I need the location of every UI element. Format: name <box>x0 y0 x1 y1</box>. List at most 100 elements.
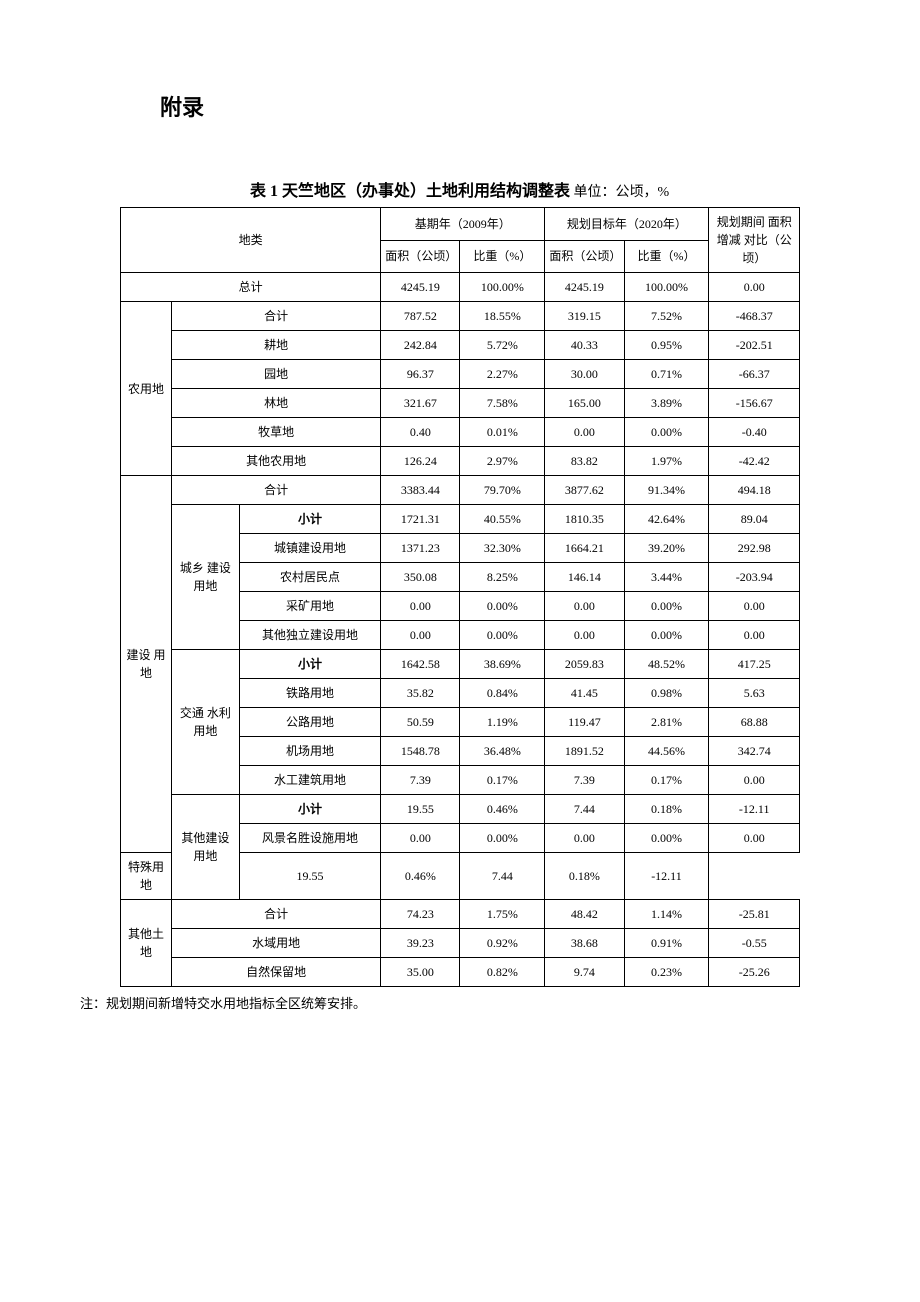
cell-v2: 48.42 <box>545 900 624 929</box>
cell-v0: 0.00 <box>381 621 460 650</box>
cell-label: 牧草地 <box>171 418 380 447</box>
cell-v2: 0.00 <box>545 824 624 853</box>
cell-v3: 7.52% <box>624 302 709 331</box>
cell-label: 其他农用地 <box>171 447 380 476</box>
cell-v2: 0.00 <box>545 592 624 621</box>
cell-label: 其他独立建设用地 <box>239 621 380 650</box>
hdr-base-area: 面积（公顷） <box>381 240 460 273</box>
cell-v0: 0.40 <box>381 418 460 447</box>
cell-v4: -0.40 <box>709 418 800 447</box>
cell-v2: 319.15 <box>545 302 624 331</box>
cell-label: 小计 <box>239 795 380 824</box>
cell-v3: 0.23% <box>624 958 709 987</box>
title-text: 表 1 天竺地区（办事处）土地利用结构调整表 <box>250 183 570 200</box>
row-cons-sum: 建设 用地 合计 3383.44 79.70% 3877.62 91.34% 4… <box>121 476 800 505</box>
cell-v2: 1810.35 <box>545 505 624 534</box>
cell-v2: 119.47 <box>545 708 624 737</box>
cell-v2: 1891.52 <box>545 737 624 766</box>
cell-label: 机场用地 <box>239 737 380 766</box>
hdr-target-year: 规划目标年（2020年） <box>545 208 709 241</box>
row-misc-sum: 其他土地 合计 74.23 1.75% 48.42 1.14% -25.81 <box>121 900 800 929</box>
cell-v0: 50.59 <box>381 708 460 737</box>
cell-v2: 30.00 <box>545 360 624 389</box>
table-body: 总计 4245.19 100.00% 4245.19 100.00% 0.00 … <box>121 273 800 987</box>
cell-v0: 74.23 <box>381 900 460 929</box>
cell-v0: 19.55 <box>381 795 460 824</box>
cell-v1: 2.27% <box>460 360 545 389</box>
cell-other-group: 其他建设用地 <box>171 795 239 900</box>
cell-v3: 0.00% <box>624 418 709 447</box>
cell-v4: -0.55 <box>709 929 800 958</box>
cell-v0: 350.08 <box>381 563 460 592</box>
cell-v4: 89.04 <box>709 505 800 534</box>
cell-v1: 0.82% <box>460 958 545 987</box>
cell-v1: 18.55% <box>460 302 545 331</box>
appendix-heading: 附录 <box>160 90 840 122</box>
cell-trans-group: 交通 水利 用地 <box>171 650 239 795</box>
cell-v3: 0.00% <box>624 621 709 650</box>
cell-v1: 0.84% <box>460 679 545 708</box>
cell-v3: 3.44% <box>624 563 709 592</box>
cell-v2: 1664.21 <box>545 534 624 563</box>
cell-v3: 39.20% <box>624 534 709 563</box>
cell-v1: 32.30% <box>460 534 545 563</box>
cell-cons-group: 建设 用地 <box>121 476 172 853</box>
table-title: 表 1 天竺地区（办事处）土地利用结构调整表 单位：公顷，% <box>80 177 840 201</box>
cell-label: 农村居民点 <box>239 563 380 592</box>
cell-v4: -202.51 <box>709 331 800 360</box>
cell-v4: -468.37 <box>709 302 800 331</box>
cell-label: 城镇建设用地 <box>239 534 380 563</box>
cell-v3: 0.00% <box>624 592 709 621</box>
cell-v3: 1.14% <box>624 900 709 929</box>
title-unit: 单位：公顷，% <box>570 185 669 200</box>
cell-v4: 292.98 <box>709 534 800 563</box>
cell-v1: 0.17% <box>460 766 545 795</box>
cell-v0: 787.52 <box>381 302 460 331</box>
cell-label: 风景名胜设施用地 <box>239 824 380 853</box>
cell-v2: 83.82 <box>545 447 624 476</box>
cell-v4: -25.81 <box>709 900 800 929</box>
header-row-1: 地类 基期年（2009年） 规划目标年（2020年） 规划期间 面积增减 对比（… <box>121 208 800 241</box>
cell-v4: -12.11 <box>624 853 709 900</box>
cell-v1: 8.25% <box>460 563 545 592</box>
cell-v3: 0.91% <box>624 929 709 958</box>
cell-misc-group: 其他土地 <box>121 900 172 987</box>
cell-label: 合计 <box>171 302 380 331</box>
cell-v0: 4245.19 <box>381 273 460 302</box>
cell-label: 特殊用地 <box>121 853 172 900</box>
cell-v1: 0.01% <box>460 418 545 447</box>
hdr-plan-period: 规划期间 面积增减 对比（公顷） <box>709 208 800 273</box>
cell-v0: 321.67 <box>381 389 460 418</box>
cell-v2: 2059.83 <box>545 650 624 679</box>
row-trans-sub: 交通 水利 用地 小计 1642.58 38.69% 2059.83 48.52… <box>121 650 800 679</box>
cell-v3: 0.95% <box>624 331 709 360</box>
cell-v1: 79.70% <box>460 476 545 505</box>
row-mucao: 牧草地 0.40 0.01% 0.00 0.00% -0.40 <box>121 418 800 447</box>
cell-v4: -203.94 <box>709 563 800 592</box>
row-ziranbl: 自然保留地 35.00 0.82% 9.74 0.23% -25.26 <box>121 958 800 987</box>
row-gengdi: 耕地 242.84 5.72% 40.33 0.95% -202.51 <box>121 331 800 360</box>
cell-v1: 0.00% <box>460 621 545 650</box>
cell-v4: 0.00 <box>709 766 800 795</box>
cell-v0: 1721.31 <box>381 505 460 534</box>
cell-v4: -25.26 <box>709 958 800 987</box>
cell-v4: -156.67 <box>709 389 800 418</box>
cell-v2: 165.00 <box>545 389 624 418</box>
cell-v0: 19.55 <box>239 853 380 900</box>
cell-v2: 9.74 <box>545 958 624 987</box>
cell-v4: 0.00 <box>709 824 800 853</box>
cell-v3: 3.89% <box>624 389 709 418</box>
cell-label: 林地 <box>171 389 380 418</box>
cell-v0: 0.00 <box>381 592 460 621</box>
cell-v1: 38.69% <box>460 650 545 679</box>
cell-v1: 5.72% <box>460 331 545 360</box>
cell-v1: 0.00% <box>460 824 545 853</box>
cell-v2: 38.68 <box>545 929 624 958</box>
hdr-target-pct: 比重（%） <box>624 240 709 273</box>
cell-v0: 1548.78 <box>381 737 460 766</box>
cell-v2: 146.14 <box>545 563 624 592</box>
land-use-table: 地类 基期年（2009年） 规划目标年（2020年） 规划期间 面积增减 对比（… <box>120 207 800 987</box>
cell-v0: 0.00 <box>381 824 460 853</box>
cell-label: 园地 <box>171 360 380 389</box>
row-shuiyu: 水域用地 39.23 0.92% 38.68 0.91% -0.55 <box>121 929 800 958</box>
